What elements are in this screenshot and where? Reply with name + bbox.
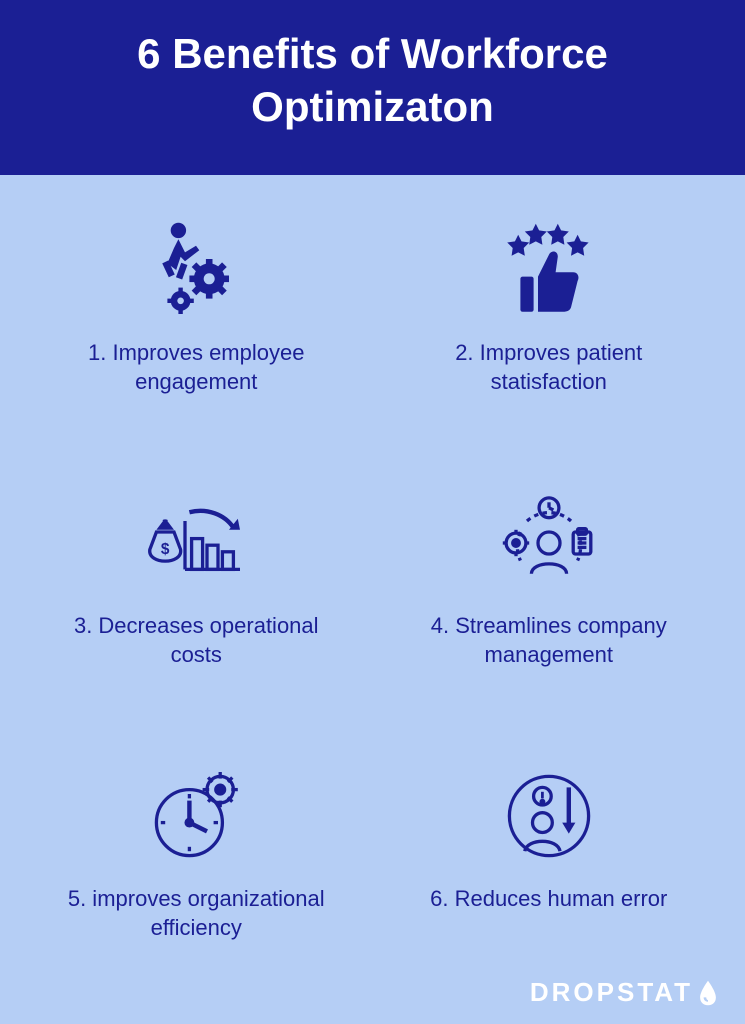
svg-text:$: $ <box>161 541 170 558</box>
page-title: 6 Benefits of Workforce Optimizaton <box>40 28 705 133</box>
thumbs-up-stars-icon <box>494 215 604 325</box>
benefit-item-2: 2. Improves patient statisfaction <box>383 215 716 458</box>
benefit-label: 1. Improves employee engagement <box>46 339 346 396</box>
header: 6 Benefits of Workforce Optimizaton <box>0 0 745 175</box>
brand-logo: DROPSTAT <box>530 977 719 1008</box>
benefit-label: 5. improves organizational efficiency <box>46 885 346 942</box>
person-error-icon <box>494 761 604 871</box>
benefit-item-3: $ 3. Decreases operational costs <box>30 488 363 731</box>
benefit-label: 4. Streamlines company management <box>399 612 699 669</box>
content-grid: 1. Improves employee engagement <box>0 175 745 1024</box>
money-chart-down-icon: $ <box>141 488 251 598</box>
clock-gear-icon <box>141 761 251 871</box>
benefit-label: 3. Decreases operational costs <box>46 612 346 669</box>
benefit-item-1: 1. Improves employee engagement <box>30 215 363 458</box>
benefit-item-6: 6. Reduces human error <box>383 761 716 1004</box>
infographic-page: 6 Benefits of Workforce Optimizaton <box>0 0 745 1024</box>
person-gears-icon <box>141 215 251 325</box>
brand-text: DROPSTAT <box>530 977 693 1008</box>
person-tasks-icon <box>494 488 604 598</box>
benefit-item-5: 5. improves organizational efficiency <box>30 761 363 1004</box>
benefit-item-4: 4. Streamlines company management <box>383 488 716 731</box>
droplet-icon <box>697 979 719 1007</box>
benefit-label: 2. Improves patient statisfaction <box>399 339 699 396</box>
benefit-label: 6. Reduces human error <box>430 885 667 914</box>
